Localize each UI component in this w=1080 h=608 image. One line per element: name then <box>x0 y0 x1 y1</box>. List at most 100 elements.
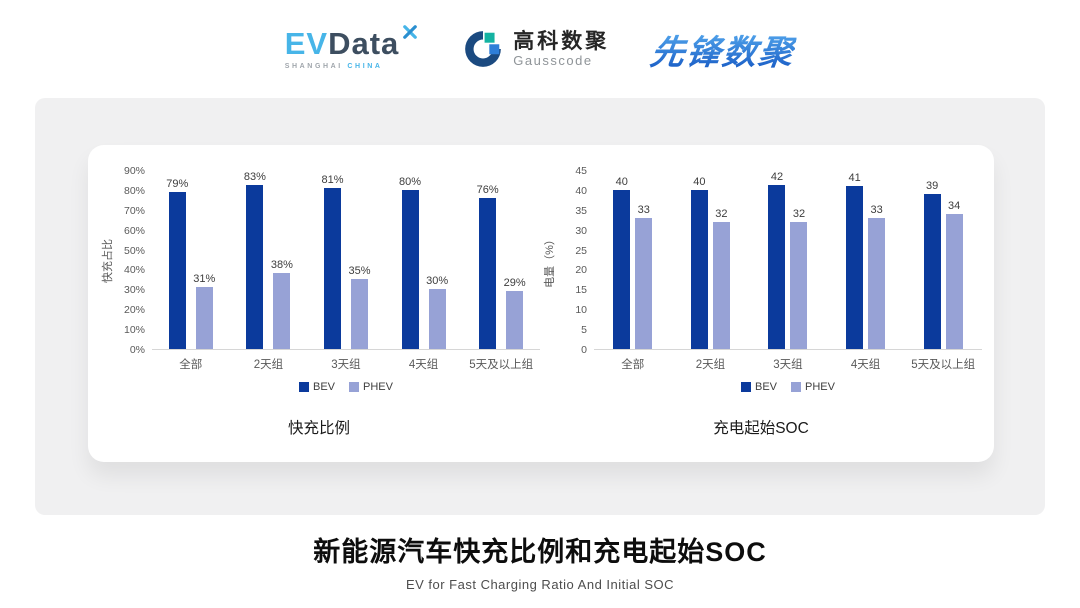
x-axis-category-label: 全部 <box>621 359 645 371</box>
x-axis-category-label: 2天组 <box>695 359 726 371</box>
charts-card: 快充占比 90% 80% 70% 60% 50% 40% 30% 20% 10% 0% 79% 31… <box>88 145 994 462</box>
y-axis-title-box: 电量（%） <box>540 171 558 350</box>
legend: BEV PHEV <box>594 381 982 393</box>
bar <box>273 273 291 349</box>
y-axis: 90% 80% 70% 60% 50% 40% 30% 20% 10% 0% <box>123 165 145 356</box>
bar <box>351 279 368 349</box>
evdata-subtext: SHANGHAI CHINA <box>285 63 383 70</box>
bar-value-label: 32 <box>715 207 728 220</box>
bar-value-label: 33 <box>870 203 883 216</box>
plot-area: 40 33 40 32 42 32 41 33 39 34 <box>594 171 982 350</box>
bar-phev: 34 <box>945 171 963 349</box>
bar-group: 41 33 <box>827 171 905 349</box>
x-axis-category-label: 全部 <box>179 359 203 371</box>
bar-phev: 30% <box>426 171 448 349</box>
bar-group: 83% 38% <box>230 171 308 349</box>
plot-area: 79% 31% 83% 38% 81% 35% 80% 30% 76% 29% <box>152 171 540 350</box>
bar-value-label: 30% <box>426 275 449 288</box>
bar-value-label: 31% <box>193 273 216 286</box>
chart-caption: 充电起始SOC <box>713 420 809 437</box>
legend-item-phev: PHEV <box>349 381 393 393</box>
footer: 新能源汽车快充比例和充电起始SOC EV for Fast Charging R… <box>0 530 1080 592</box>
bar-phev: 32 <box>790 171 808 349</box>
bar-group: 40 33 <box>594 171 672 349</box>
bar-bev: 80% <box>399 171 421 349</box>
bar <box>790 221 808 349</box>
plot-column: 79% 31% 83% 38% 81% 35% 80% 30% 76% 29% 全部 2天组 3天组 4… <box>152 171 540 393</box>
evdata-shanghai-text: SHANGHAI <box>284 63 343 70</box>
plot-column: 40 33 40 32 42 32 41 33 39 34 全部 2天组 3天组 4天组 5天及以上组 B… <box>594 171 982 393</box>
bar-phev: 33 <box>635 171 653 349</box>
bar-bev: 39 <box>923 171 941 349</box>
bar-value-label: 81% <box>321 173 344 186</box>
legend-label: PHEV <box>363 381 393 393</box>
legend-swatch <box>299 382 309 392</box>
bar <box>168 191 186 349</box>
legend-label: BEV <box>755 381 778 393</box>
logo-header: EV Data SHANGHAI CHINA 高科数聚 Gausscode 先锋数… <box>0 0 1080 98</box>
bar-value-label: 39 <box>926 179 939 192</box>
bar-value-label: 40 <box>693 175 706 188</box>
bar <box>846 185 864 349</box>
bar-group: 42 32 <box>749 171 827 349</box>
bar-value-label: 42 <box>770 171 784 183</box>
x-axis-category-label: 3天组 <box>331 359 361 371</box>
bar-bev: 83% <box>244 171 266 349</box>
bar-group: 39 34 <box>904 171 982 349</box>
bar <box>712 221 730 349</box>
propeller-star-icon <box>403 25 418 39</box>
legend-label: PHEV <box>805 381 835 393</box>
x-axis-category-label: 3天组 <box>773 359 803 371</box>
legend-swatch <box>791 382 802 392</box>
bar <box>323 187 341 349</box>
page-subtitle: EV for Fast Charging Ratio And Initial S… <box>405 577 675 592</box>
gausscode-g-icon <box>465 31 502 67</box>
evdata-wordmark: EV Data <box>284 25 421 61</box>
bar-phev: 32 <box>712 171 730 349</box>
y-axis: 45 40 35 30 25 20 15 10 5 0 <box>575 165 587 356</box>
bar <box>613 189 631 349</box>
x-axis-category-label: 5天及以上组 <box>469 359 534 371</box>
chart-initial-soc: 电量（%） 45 40 35 30 25 20 15 10 5 0 40 33 40 32 42 32 41 3… <box>540 165 982 462</box>
chart-caption: 快充比例 <box>287 420 350 437</box>
y-axis-title: 电量（%） <box>544 233 556 288</box>
chart-body: 电量（%） 45 40 35 30 25 20 15 10 5 0 40 33 40 32 42 32 41 3… <box>540 165 982 393</box>
x-axis-category-label: 2天组 <box>253 359 284 371</box>
x-axis-category-label: 4天组 <box>408 359 439 371</box>
bar-bev: 41 <box>846 171 864 349</box>
gausscode-cn-name: 高科数聚 <box>513 29 610 53</box>
evdata-ev-text: EV <box>284 26 329 61</box>
bar-value-label: 40 <box>615 175 628 188</box>
bar-value-label: 35% <box>348 265 371 278</box>
bar-group: 81% 35% <box>307 171 385 349</box>
legend-item-bev: BEV <box>741 381 777 393</box>
chart-body: 快充占比 90% 80% 70% 60% 50% 40% 30% 20% 10% 0% 79% 31… <box>98 165 540 393</box>
charts-row: 快充占比 90% 80% 70% 60% 50% 40% 30% 20% 10% 0% 79% 31… <box>88 145 994 462</box>
evdata-data-text: Data <box>328 26 400 61</box>
x-axis-category-label: 4天组 <box>850 359 881 371</box>
bar <box>401 189 419 349</box>
bar <box>768 185 786 349</box>
content-panel: 快充占比 90% 80% 70% 60% 50% 40% 30% 20% 10% 0% 79% 31… <box>35 98 1045 515</box>
bar-value-label: 80% <box>399 175 422 188</box>
bar <box>195 287 213 349</box>
bar <box>868 217 886 349</box>
x-axis: 全部 2天组 3天组 4天组 5天及以上组 <box>594 350 982 372</box>
bar-bev: 40 <box>613 171 631 349</box>
bar-value-label: 34 <box>948 199 961 212</box>
bar-group: 80% 30% <box>385 171 463 349</box>
bar-group: 76% 29% <box>462 171 540 349</box>
legend-item-bev: BEV <box>299 381 335 393</box>
bar <box>945 213 963 349</box>
legend-swatch <box>349 382 360 392</box>
bar <box>923 193 941 349</box>
bar <box>635 217 653 349</box>
bar-value-label: 29% <box>503 277 526 290</box>
chart-fast-charging-ratio: 快充占比 90% 80% 70% 60% 50% 40% 30% 20% 10% 0% 79% 31… <box>98 165 540 462</box>
bar <box>479 197 497 349</box>
legend-item-phev: PHEV <box>791 381 835 393</box>
x-axis-category-label: 5天及以上组 <box>911 359 976 371</box>
bar-bev: 42 <box>768 171 786 349</box>
bar-value-label: 79% <box>166 177 189 190</box>
bar-phev: 31% <box>193 171 215 349</box>
